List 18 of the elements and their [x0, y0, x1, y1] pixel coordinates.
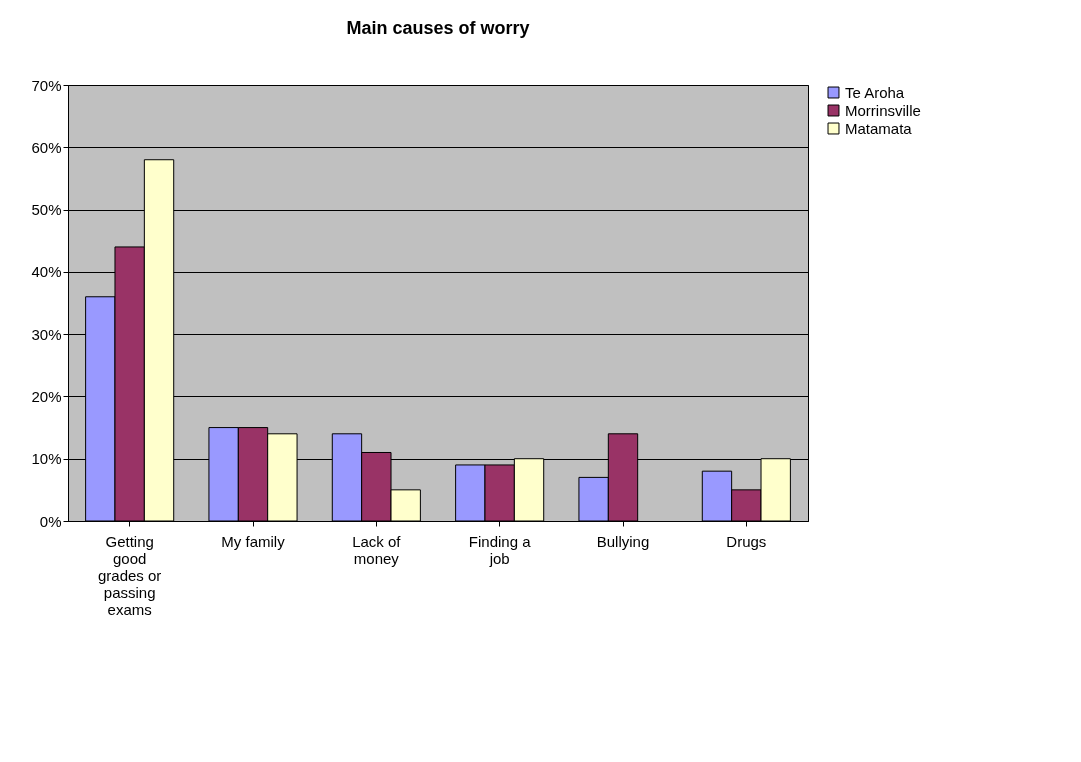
y-tick-label: 70% — [31, 76, 62, 94]
x-tick-label: Getting good grades or passing exams — [97, 532, 162, 618]
chart-title: Main causes of worry — [346, 18, 530, 38]
x-tick-label: My family — [221, 532, 286, 550]
y-tick-label: 50% — [31, 201, 62, 219]
x-tick-label: Drugs — [726, 532, 767, 550]
y-tick-label: 30% — [31, 325, 62, 343]
y-tick-label: 40% — [31, 263, 62, 281]
legend-label: Matamata — [845, 119, 913, 137]
x-tick-label: Bullying — [596, 532, 650, 550]
x-tick-label: Lack of money — [352, 532, 402, 567]
legend-label: Te Aroha — [845, 83, 905, 101]
y-tick-label: 20% — [31, 387, 62, 405]
y-tick-label: 60% — [31, 138, 62, 156]
y-tick-label: 0% — [39, 512, 62, 530]
y-tick-label: 10% — [31, 450, 62, 468]
x-tick-label: Finding a job — [468, 532, 532, 567]
legend-label: Morrinsville — [845, 101, 921, 119]
